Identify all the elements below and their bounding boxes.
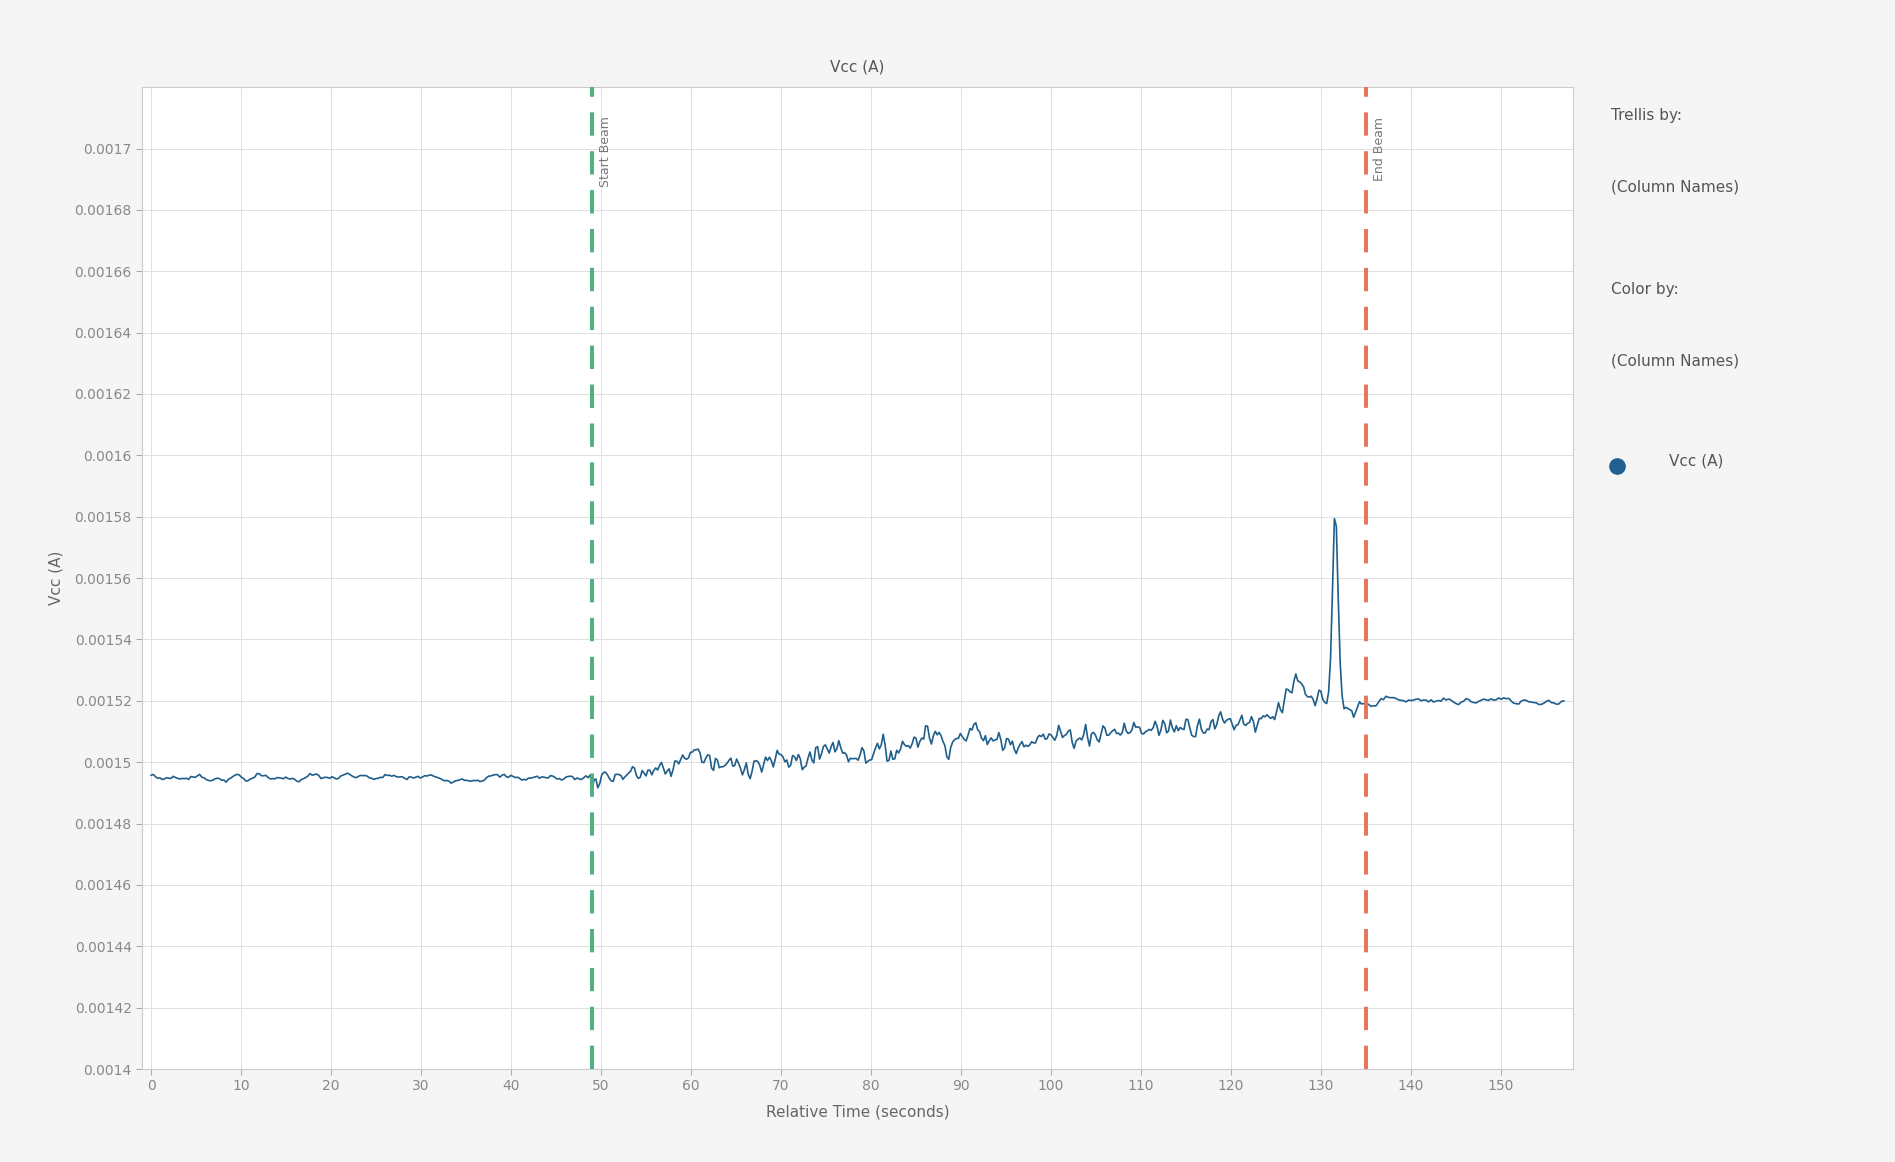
Text: Start Beam: Start Beam [599,116,612,187]
Text: Vcc (A): Vcc (A) [1669,453,1723,468]
Text: End Beam: End Beam [1374,116,1385,180]
Text: (Column Names): (Column Names) [1611,353,1740,368]
Y-axis label: Vcc (A): Vcc (A) [49,551,63,605]
Text: Trellis by:: Trellis by: [1611,108,1683,123]
Text: Color by:: Color by: [1611,281,1679,296]
Text: (Column Names): (Column Names) [1611,179,1740,194]
X-axis label: Relative Time (seconds): Relative Time (seconds) [766,1105,949,1119]
Text: Vcc (A): Vcc (A) [830,59,885,74]
